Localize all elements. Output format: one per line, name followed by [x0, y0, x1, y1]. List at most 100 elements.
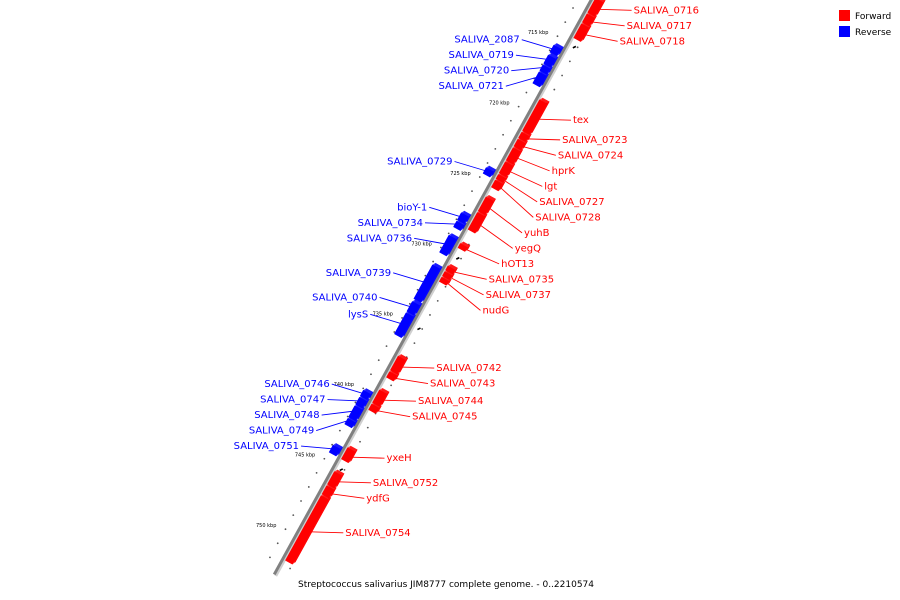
label-hOT13: hOT13: [501, 259, 534, 270]
label-SALIVA_0747: SALIVA_0747: [260, 395, 325, 406]
leader-yegQ: [479, 224, 513, 249]
scale-dot: [413, 342, 416, 345]
scale-dot: [471, 190, 473, 193]
label-tex: tex: [573, 115, 589, 126]
scale-dot: [556, 35, 559, 38]
tick-label: 730 kbp: [411, 241, 431, 247]
scale-dot: [564, 21, 567, 24]
gene-SALIVA_0727: [495, 172, 509, 183]
gene-SALIVA_0729: [482, 165, 497, 178]
scale-dot: [486, 162, 489, 164]
major-tick: [572, 45, 577, 49]
major-tick: [417, 327, 421, 331]
label-nudG: nudG: [482, 305, 509, 316]
leader-lgt: [509, 170, 543, 187]
scale-dot: [401, 317, 403, 319]
label-SALIVA_0734: SALIVA_0734: [358, 218, 423, 229]
leader-yxeH: [351, 456, 385, 459]
leader-ydfG: [331, 493, 365, 499]
tick-label: 715 kbp: [528, 30, 548, 36]
leader-SALIVA_0724: [522, 146, 556, 156]
legend-reverse-label: Reverse: [855, 28, 892, 38]
scale-dot: [343, 468, 346, 471]
scale-dot: [323, 457, 326, 460]
leader-SALIVA_0718: [584, 34, 618, 42]
label-yegQ: yegQ: [515, 243, 541, 254]
scale-dot: [300, 500, 302, 502]
tick-label: 750 kbp: [256, 523, 276, 529]
label-SALIVA_0728: SALIVA_0728: [535, 212, 600, 223]
leader-SALIVA_0721: [505, 77, 536, 87]
label-SALIVA_0736: SALIVA_0736: [347, 233, 412, 244]
gene-SALIVA_0721: [532, 69, 549, 88]
leader-SALIVA_0754: [310, 531, 344, 534]
label-SALIVA_0718: SALIVA_0718: [620, 36, 685, 47]
label-SALIVA_0746: SALIVA_0746: [264, 379, 329, 390]
scale-dot: [292, 514, 295, 517]
leader-lysS: [370, 313, 401, 324]
scale-dot: [502, 133, 504, 136]
gene-SALIVA_0754: [285, 493, 332, 565]
tick-label: 720 kbp: [489, 100, 509, 106]
leader-hOT13: [465, 249, 500, 265]
gene-SALIVA_0737: [442, 269, 455, 281]
label-SALIVA_0721: SALIVA_0721: [438, 81, 503, 92]
gene-yxeH: [341, 445, 358, 464]
label-SALIVA_0743: SALIVA_0743: [430, 379, 495, 390]
legend-forward-swatch: [839, 10, 850, 21]
leader-SALIVA_0740: [379, 296, 410, 307]
leader-SALIVA_0746: [331, 383, 362, 394]
scale-dot: [494, 147, 497, 150]
gene-features: [285, 0, 606, 565]
gene-hOT13: [457, 241, 471, 252]
label-yxeH: yxeH: [386, 453, 411, 464]
leader-SALIVA_0720: [511, 67, 542, 72]
genome-caption: Streptococcus salivarius JIM8777 complet…: [298, 580, 594, 590]
gene-SALIVA_0720: [539, 62, 553, 75]
scale-dot: [561, 74, 563, 77]
scale-dot: [432, 260, 435, 263]
leader-SALIVA_0749: [316, 420, 347, 431]
label-SALIVA_0723: SALIVA_0723: [562, 135, 627, 146]
gene-SALIVA_0734: [453, 219, 467, 232]
scale-dot: [307, 486, 310, 488]
scale-dot: [408, 302, 411, 305]
label-SALIVA_0729: SALIVA_0729: [387, 157, 452, 168]
leader-SALIVA_0752: [337, 481, 371, 484]
scale-dot: [370, 373, 372, 376]
gene-SALIVA_0742: [389, 354, 409, 375]
scale-dot: [572, 7, 574, 9]
scale-dot: [346, 415, 349, 418]
leader-SALIVA_0744: [382, 399, 416, 402]
label-SALIVA_0724: SALIVA_0724: [558, 150, 623, 161]
gene-lysS: [394, 310, 417, 339]
legend: Forward Reverse: [839, 10, 892, 38]
gene-yuhB: [477, 194, 496, 216]
scale-dot: [424, 274, 427, 277]
scale-dot: [385, 345, 388, 347]
leader-SALIVA_0727: [503, 180, 538, 203]
backbone-line: [272, 0, 593, 576]
label-SALIVA_0740: SALIVA_0740: [312, 292, 377, 303]
label-SALIVA_0727: SALIVA_0727: [539, 197, 604, 208]
leader-SALIVA_0728: [500, 187, 534, 218]
scale-dot: [517, 105, 520, 108]
scale-dot: [354, 401, 357, 404]
leader-SALIVA_0734: [424, 222, 456, 225]
leader-SALIVA_0716: [598, 8, 632, 11]
leader-SALIVA_0729: [454, 161, 485, 171]
leader-SALIVA_0747: [327, 399, 358, 402]
leader-bioY-1: [429, 206, 460, 217]
scale-dot: [331, 443, 334, 446]
scale-dot: [455, 218, 458, 221]
label-ydfG: ydfG: [366, 493, 390, 504]
major-tick: [339, 468, 344, 472]
scale-dot: [377, 359, 380, 362]
gene-SALIVA_0716: [587, 0, 606, 17]
scale-dot: [436, 299, 439, 302]
label-lgt: lgt: [544, 181, 557, 192]
scale-dot: [393, 331, 396, 333]
label-SALIVA_0754: SALIVA_0754: [345, 528, 410, 539]
scale-dot: [390, 384, 393, 387]
legend-forward-label: Forward: [855, 12, 891, 22]
